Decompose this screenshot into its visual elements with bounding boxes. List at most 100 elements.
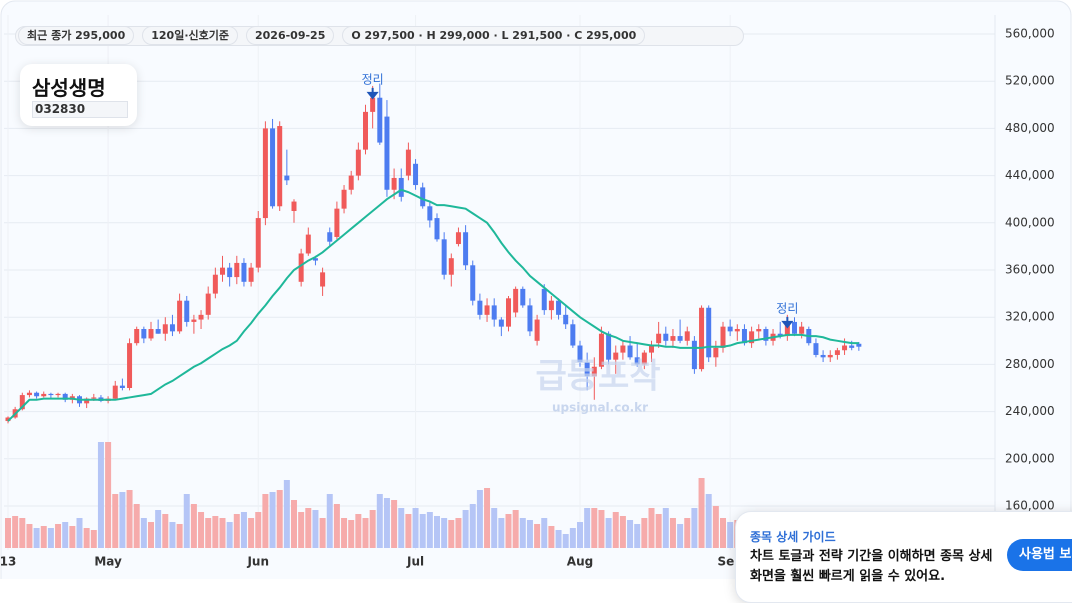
candle-body	[298, 253, 304, 282]
moving-average-line	[7, 188, 859, 422]
volume-bar	[419, 514, 426, 548]
y-tick-label: 320,000	[1005, 310, 1055, 324]
candle-body	[34, 392, 40, 397]
stock-name: 삼성생명	[32, 76, 106, 100]
candle-body	[91, 397, 97, 399]
candle-body	[62, 393, 68, 400]
candle-body	[398, 177, 404, 197]
candle-body	[134, 329, 140, 344]
volume-bar	[562, 534, 569, 548]
volume-bar	[355, 514, 362, 548]
volume-bar	[476, 490, 483, 548]
candle-body	[799, 326, 805, 334]
annotation-arrow	[366, 87, 379, 100]
volume-bar	[305, 508, 312, 548]
candle-body	[334, 208, 340, 237]
stat-pill: 120일·신호기준	[142, 26, 238, 45]
volume-bar	[233, 514, 240, 548]
volume-bar	[255, 512, 262, 548]
volume-bar	[619, 516, 626, 548]
candle-body	[191, 319, 197, 322]
volume-bar	[455, 518, 462, 548]
candle-body	[5, 417, 11, 422]
volume-bar	[705, 494, 712, 548]
volume-bar	[19, 518, 26, 548]
candle-body	[513, 288, 519, 313]
volume-bar	[727, 522, 734, 548]
x-tick-label: Aug	[567, 555, 593, 569]
stock-card: 삼성생명 032830	[20, 64, 137, 126]
y-tick-label: 560,000	[1005, 27, 1055, 41]
volume-bar	[69, 526, 76, 548]
candle-body	[842, 345, 848, 351]
candle-body	[763, 329, 769, 341]
volume-bar	[47, 528, 54, 548]
y-tick-label: 280,000	[1005, 357, 1055, 371]
candle-body	[363, 111, 368, 150]
candle-body	[541, 288, 547, 311]
candle-body	[413, 163, 419, 186]
candle-body	[856, 343, 862, 347]
volume-bar	[669, 518, 676, 548]
candle-body	[534, 319, 540, 341]
candle-body	[291, 201, 297, 211]
candle-body	[506, 298, 511, 327]
volume-bar	[534, 524, 541, 548]
volume-bar	[720, 518, 726, 548]
candle-body	[670, 336, 676, 341]
volume-bar	[655, 514, 662, 548]
candle-body	[813, 343, 819, 355]
volume-bar	[505, 514, 512, 548]
volume-bar	[291, 500, 297, 548]
candle-body	[320, 272, 326, 287]
candle-body	[248, 267, 254, 282]
candle-body	[241, 262, 247, 282]
volume-bar	[612, 512, 619, 548]
volume-bar	[634, 524, 641, 548]
candle-body	[649, 345, 654, 353]
volume-bar	[298, 512, 305, 548]
candle-body	[691, 340, 697, 370]
candle-body	[520, 288, 526, 306]
volume-bar	[83, 528, 90, 548]
candle-body	[427, 206, 433, 221]
candle-body	[634, 357, 640, 365]
candle-body	[556, 300, 562, 315]
volume-bar	[541, 518, 548, 548]
watermark-title: 급등포착	[535, 357, 660, 397]
candle-body	[327, 232, 333, 242]
x-tick-label: 13	[0, 555, 16, 569]
y-tick-label: 200,000	[1005, 451, 1055, 465]
volume-bar	[605, 518, 612, 548]
volume-bar	[641, 518, 648, 548]
candle-body	[741, 329, 747, 344]
volume-bar	[112, 494, 119, 548]
volume-bar	[240, 512, 247, 548]
volume-bar	[577, 522, 583, 548]
volume-bar	[584, 508, 591, 548]
stock-code: 032830	[32, 101, 128, 118]
annotation-arrow	[781, 316, 794, 329]
volume-bar	[426, 512, 433, 548]
guide-button[interactable]: 사용법 보기	[1007, 539, 1072, 571]
volume-bar	[40, 526, 47, 548]
y-tick-label: 160,000	[1005, 499, 1055, 513]
candle-body	[792, 321, 797, 334]
volume-bar	[205, 518, 212, 548]
volume-bar	[369, 510, 376, 548]
volume-bar	[512, 510, 519, 548]
x-tick-label: Jun	[246, 555, 269, 569]
volume-bar	[12, 516, 19, 548]
guide-line: 화면을 훨씬 빠르게 읽을 수 있어요.	[750, 569, 946, 584]
candle-body	[570, 324, 576, 346]
candle-body	[305, 234, 311, 254]
candle-body	[284, 175, 290, 181]
candle-body	[656, 333, 662, 344]
candle-body	[470, 265, 476, 301]
candle-body	[827, 354, 833, 358]
guide-line: 차트 토글과 전략 기간을 이해하면 종목 상세	[750, 549, 993, 564]
candle-body	[155, 329, 161, 334]
candle-body	[270, 128, 276, 207]
candle-body	[434, 218, 440, 240]
